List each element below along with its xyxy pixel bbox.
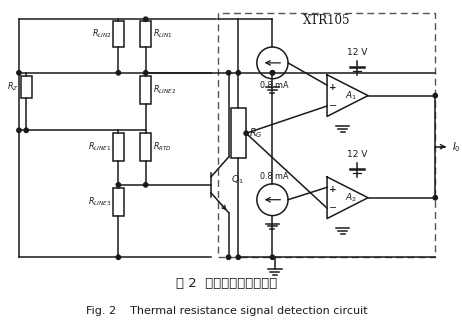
Text: $-$: $-$ bbox=[328, 201, 337, 211]
Circle shape bbox=[433, 195, 438, 200]
Text: $I_0$: $I_0$ bbox=[452, 140, 461, 154]
Bar bbox=[218, 13, 435, 257]
Bar bbox=[113, 133, 124, 161]
Text: $R_{LINE2}$: $R_{LINE2}$ bbox=[152, 83, 176, 96]
Bar bbox=[113, 188, 124, 215]
Circle shape bbox=[270, 255, 274, 259]
Text: $R_G$: $R_G$ bbox=[249, 127, 263, 140]
Circle shape bbox=[144, 17, 148, 21]
Text: 12 V: 12 V bbox=[347, 150, 367, 159]
Text: 图 2  热电阻信号检测电路: 图 2 热电阻信号检测电路 bbox=[176, 276, 277, 289]
Text: +: + bbox=[329, 185, 337, 194]
Text: $R_{LIN2}$: $R_{LIN2}$ bbox=[91, 28, 111, 40]
Text: $R_{RTD}$: $R_{RTD}$ bbox=[152, 141, 171, 154]
Bar bbox=[231, 109, 246, 158]
Circle shape bbox=[270, 71, 274, 75]
Circle shape bbox=[236, 71, 240, 75]
Circle shape bbox=[116, 255, 121, 259]
Text: $R_Z$: $R_Z$ bbox=[7, 81, 19, 93]
Circle shape bbox=[226, 71, 231, 75]
Text: $R_{LINE1}$: $R_{LINE1}$ bbox=[88, 141, 111, 154]
Circle shape bbox=[144, 71, 148, 75]
Circle shape bbox=[116, 71, 121, 75]
Circle shape bbox=[270, 71, 274, 75]
Text: 0.8 mA: 0.8 mA bbox=[260, 172, 289, 181]
Text: $A_2$: $A_2$ bbox=[346, 191, 358, 204]
Bar bbox=[140, 76, 151, 104]
Circle shape bbox=[236, 255, 240, 259]
Circle shape bbox=[226, 255, 231, 259]
Text: $R_{LINE3}$: $R_{LINE3}$ bbox=[88, 195, 111, 208]
Text: Fig. 2    Thermal resistance signal detection circuit: Fig. 2 Thermal resistance signal detecti… bbox=[86, 306, 367, 316]
Text: 12 V: 12 V bbox=[347, 48, 367, 57]
Text: $A_1$: $A_1$ bbox=[346, 89, 358, 102]
Bar bbox=[21, 76, 31, 98]
Circle shape bbox=[144, 183, 148, 187]
Text: $Q_1$: $Q_1$ bbox=[231, 173, 244, 186]
Circle shape bbox=[116, 183, 121, 187]
Circle shape bbox=[433, 94, 438, 98]
Text: $R_{LIN1}$: $R_{LIN1}$ bbox=[152, 28, 172, 40]
Text: 0.8 mA: 0.8 mA bbox=[260, 81, 289, 90]
Text: +: + bbox=[329, 83, 337, 92]
Circle shape bbox=[24, 128, 28, 133]
Bar bbox=[140, 133, 151, 161]
Circle shape bbox=[244, 131, 248, 136]
Bar bbox=[113, 21, 124, 47]
Circle shape bbox=[17, 128, 21, 133]
Bar bbox=[140, 21, 151, 47]
Text: $-$: $-$ bbox=[328, 99, 337, 109]
Circle shape bbox=[17, 71, 21, 75]
Text: XTR105: XTR105 bbox=[303, 14, 350, 27]
